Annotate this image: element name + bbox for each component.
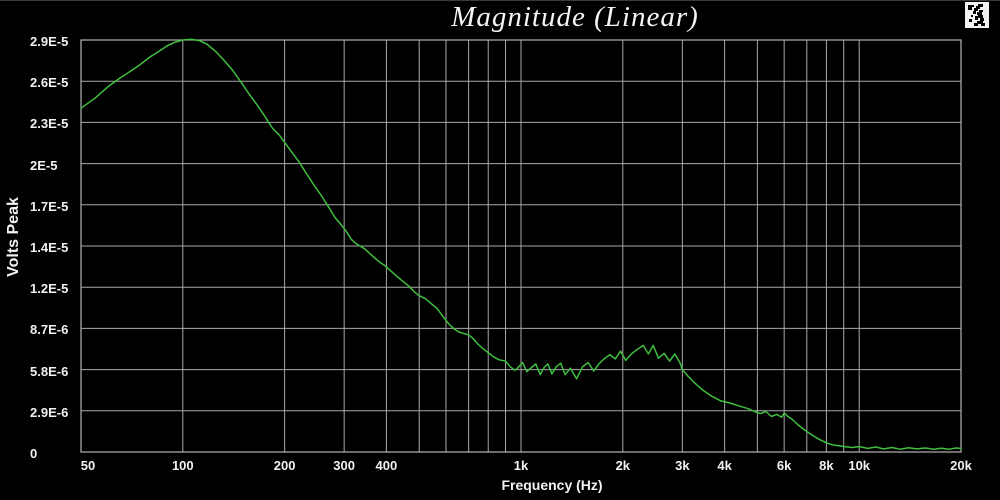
y-tick-label: 5.8E-6 bbox=[30, 363, 69, 379]
corner-icon-glyph bbox=[968, 4, 985, 26]
plot-border bbox=[80, 39, 962, 453]
y-tick-label: 2.6E-5 bbox=[30, 75, 69, 91]
x-tick-label: 10k bbox=[848, 458, 871, 473]
x-tick-label: 4k bbox=[717, 458, 732, 473]
x-tick-label: 8k bbox=[819, 458, 834, 473]
x-tick-label: 20k bbox=[950, 458, 972, 473]
x-tick-label: 2k bbox=[615, 458, 631, 473]
x-tick-label: 400 bbox=[375, 458, 398, 473]
y-tick-label: 1.4E-5 bbox=[30, 240, 69, 255]
y-tick-label: 1.7E-5 bbox=[30, 198, 69, 214]
magnitude-trace bbox=[80, 38, 962, 450]
x-tick-label: 50 bbox=[80, 458, 96, 473]
y-axis-title: Volts Peak bbox=[5, 197, 22, 277]
y-tick-label: 1.2E-5 bbox=[30, 281, 69, 297]
y-tick-label: 2.9E-5 bbox=[30, 34, 69, 49]
y-tick-label: 0 bbox=[30, 446, 38, 461]
window-top-edge bbox=[0, 0, 1000, 1]
x-tick-label: 3k bbox=[675, 458, 690, 473]
x-axis-title: Frequency (Hz) bbox=[501, 477, 603, 493]
y-tick-label: 2.9E-6 bbox=[30, 404, 69, 420]
x-tick-label: 1k bbox=[513, 458, 529, 473]
x-tick-label: 200 bbox=[273, 458, 296, 473]
x-tick-label: 300 bbox=[333, 458, 356, 473]
y-tick-label: 2.3E-5 bbox=[30, 116, 69, 132]
x-tick-label: 100 bbox=[171, 458, 194, 473]
window-corner-icon[interactable] bbox=[965, 2, 989, 28]
page-title: Magnitude (Linear) bbox=[451, 1, 699, 33]
y-tick-label: 2E-5 bbox=[30, 157, 58, 173]
x-tick-label: 6k bbox=[776, 458, 792, 473]
y-tick-label: 8.7E-6 bbox=[30, 322, 69, 338]
